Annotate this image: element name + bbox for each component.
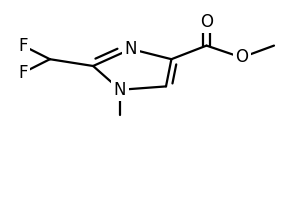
Text: N: N <box>125 40 137 58</box>
Text: N: N <box>114 81 126 99</box>
Text: O: O <box>200 13 213 31</box>
Text: O: O <box>235 48 248 67</box>
Text: F: F <box>18 64 28 82</box>
Text: F: F <box>18 37 28 55</box>
